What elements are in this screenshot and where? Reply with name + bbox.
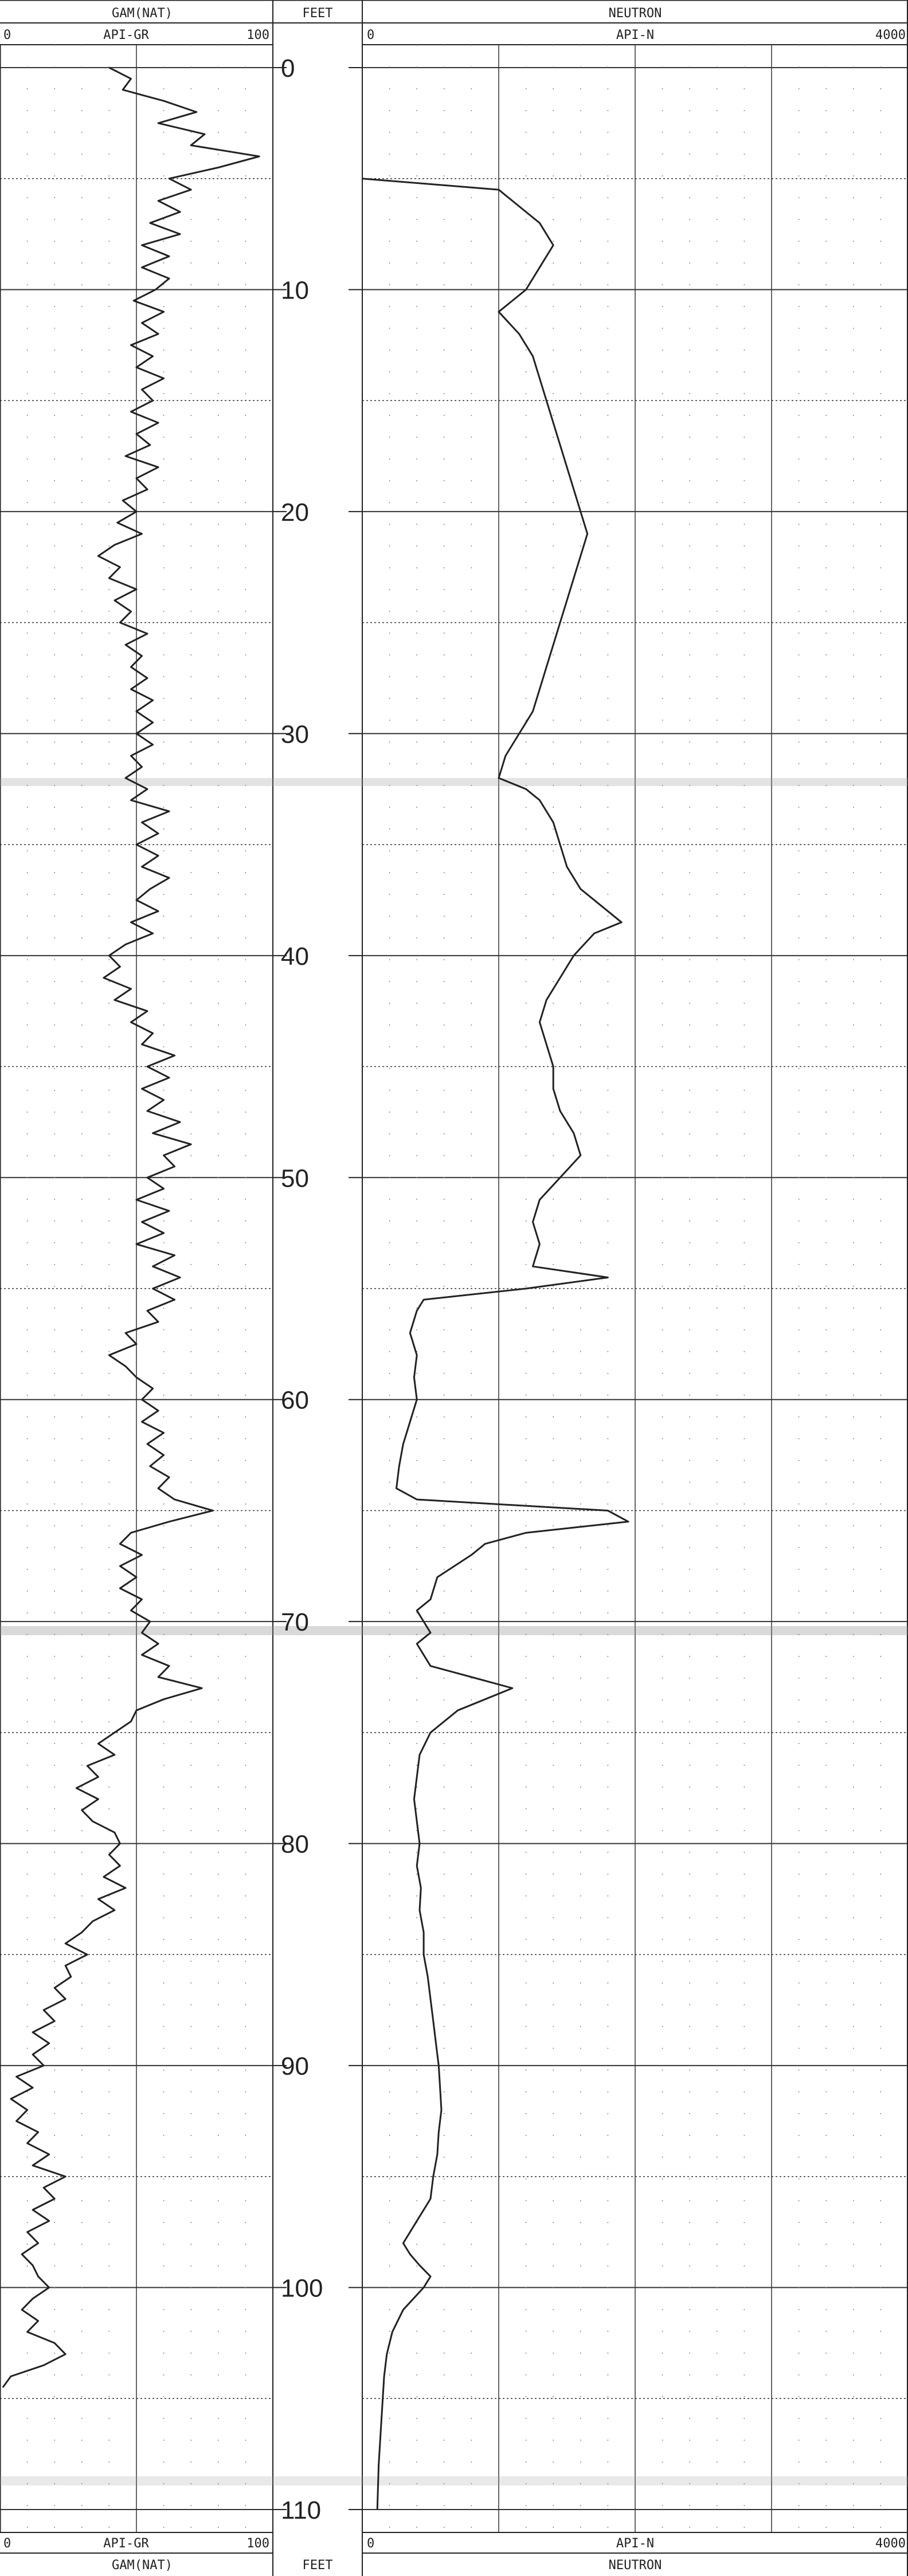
depth-label: 90 xyxy=(281,2052,309,2080)
footer-gamma-scale-unit: API-GR xyxy=(103,2536,149,2551)
neutron-track-title: NEUTRON xyxy=(609,6,662,21)
depth-label: 70 xyxy=(281,1608,309,1636)
footer-neutron-scale-unit: API-N xyxy=(616,2536,654,2551)
footer-gamma-track-title: GAM(NAT) xyxy=(112,2558,173,2573)
footer-gamma-scale-min: 0 xyxy=(3,2536,11,2551)
neutron-scale-unit: API-N xyxy=(616,28,654,42)
footer-gamma-scale-max: 100 xyxy=(246,2536,269,2551)
neutron-scale-max: 4000 xyxy=(875,28,906,42)
depth-label: 40 xyxy=(281,943,309,971)
footer-neutron-scale-max: 4000 xyxy=(875,2536,906,2551)
neutron-scale-min: 0 xyxy=(367,28,374,42)
depth-track-title: FEET xyxy=(303,6,333,21)
neutron-curve xyxy=(362,178,629,2510)
log-footer: 0 API-GR 100 0 API-N 4000 GAM(NAT) FEET … xyxy=(0,2532,908,2576)
gamma-scale-unit: API-GR xyxy=(103,28,149,42)
depth-label: 80 xyxy=(281,1831,309,1859)
depth-label: 50 xyxy=(281,1164,309,1192)
depth-label: 60 xyxy=(281,1387,309,1415)
footer-neutron-scale-min: 0 xyxy=(367,2536,374,2551)
depth-scale: 0 10 20 30 40 50 60 70 80 90 100 110 xyxy=(273,54,362,2524)
gamma-ray-curve xyxy=(2,66,260,2388)
neutron-track-grid xyxy=(362,45,908,2532)
footer-neutron-track-title: NEUTRON xyxy=(609,2558,662,2573)
depth-label: 10 xyxy=(281,276,309,304)
gamma-scale-max: 100 xyxy=(246,28,269,42)
depth-label: 0 xyxy=(281,54,295,83)
scan-artifact-bands xyxy=(0,778,908,2485)
depth-label: 30 xyxy=(281,720,309,748)
depth-label: 20 xyxy=(281,498,309,527)
gamma-scale-min: 0 xyxy=(3,28,11,42)
gamma-track-title: GAM(NAT) xyxy=(112,6,173,21)
footer-depth-track-title: FEET xyxy=(303,2558,333,2573)
depth-label: 110 xyxy=(281,2496,321,2524)
depth-label: 100 xyxy=(281,2275,323,2303)
